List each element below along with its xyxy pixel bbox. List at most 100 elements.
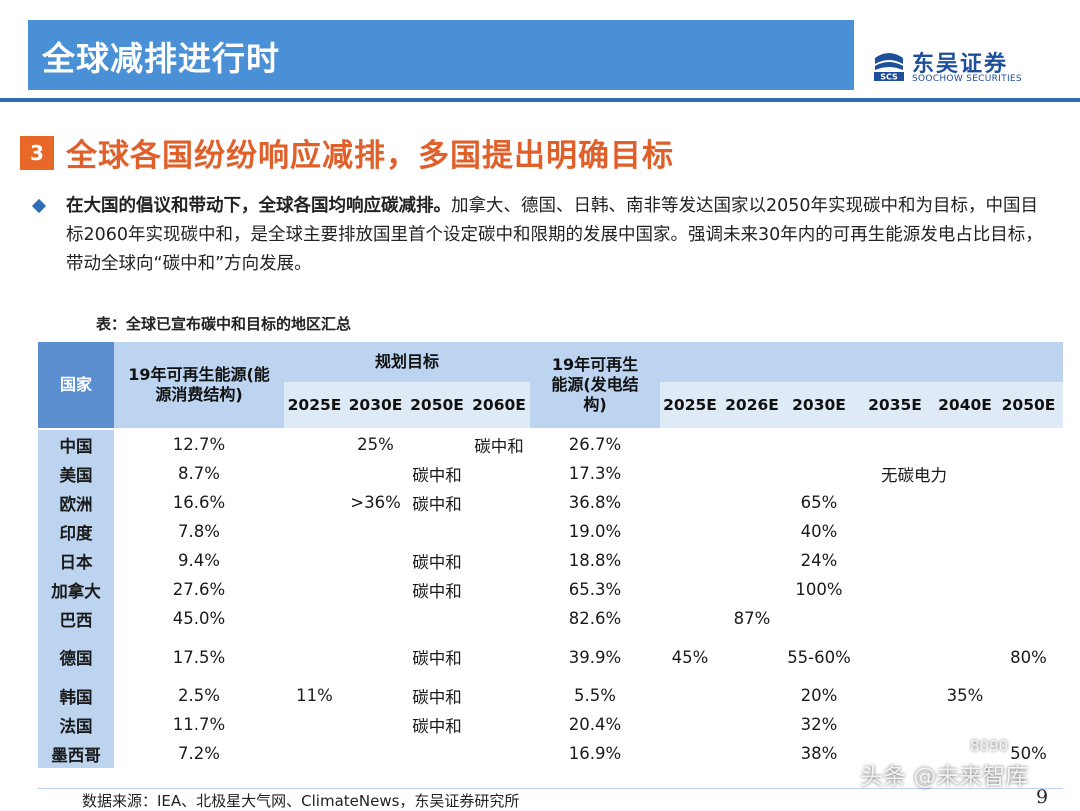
country-cell: 日本 [38,546,114,575]
value-cell: 50% [1010,744,1047,763]
value-cell: 9.4% [178,551,220,570]
value-cell [854,517,936,546]
value-cell: 碳中和 [412,465,462,485]
value-cell [345,633,406,681]
header-renew-power: 19年可再生能源(发电结构) [530,342,660,428]
value-cell [660,546,720,575]
page-number: 9 [1036,786,1049,808]
country-cell: 法国 [38,710,114,739]
value-cell [406,604,468,633]
value-cell: 38% [800,744,838,763]
value-cell [468,575,530,604]
value-cell [720,633,784,681]
value-cell [468,488,530,517]
value-cell: 5.5% [574,686,616,705]
value-cell: 12.7% [172,435,226,454]
value-cell: 40% [800,522,838,541]
header-power-2050: 2050E [994,382,1063,428]
country-cell: 加拿大 [38,575,114,604]
value-cell: 25% [357,435,394,454]
value-cell [660,604,720,633]
value-cell [345,710,406,739]
header-power-2030: 2030E [784,382,854,428]
header-divider [0,98,1080,102]
value-cell [468,459,530,488]
value-cell [854,546,936,575]
value-cell: 8.7% [178,464,220,483]
value-cell: 19.0% [568,522,622,541]
value-cell: 27.6% [172,580,226,599]
value-cell: 20.4% [568,715,622,734]
logo-en-text: SOOCHOW SECURITIES [912,74,1022,84]
value-cell [284,575,345,604]
value-cell [284,488,345,517]
value-cell [720,488,784,517]
country-cell: 印度 [38,517,114,546]
value-cell: 80% [1010,647,1047,667]
value-cell [284,430,345,459]
value-cell: 55-60% [787,647,851,667]
value-cell [936,488,994,517]
value-cell: 82.6% [568,609,622,628]
value-cell [284,546,345,575]
country-cell: 墨西哥 [38,739,114,768]
header-power-2025: 2025E [660,382,720,428]
table-row: 韩国 2.5% 11% 碳中和 5.5% 20% 35% [38,681,1063,710]
value-cell [994,575,1063,604]
value-cell: 65% [800,493,838,512]
value-cell: 20% [800,686,838,705]
value-cell: 2.5% [178,686,220,705]
value-cell [468,710,530,739]
country-cell: 欧洲 [38,488,114,517]
header-plan-2050: 2050E [406,382,468,428]
logo-cn-text: 东吴证券 [912,52,1009,77]
value-cell [936,604,994,633]
summary-paragraph: 在大国的倡议和带动下，全球各国均响应碳减排。加拿大、德国、日韩、南非等发达国家以… [66,192,1052,279]
value-cell [720,546,784,575]
value-cell [345,604,406,633]
value-cell: 碳中和 [412,494,462,514]
value-cell [468,681,530,710]
header-power-2035: 2035E [854,382,936,428]
value-cell [284,633,345,681]
value-cell [660,430,720,459]
value-cell: 11% [296,686,333,705]
value-cell [660,710,720,739]
value-cell: 39.9% [568,647,622,667]
value-cell: 36.8% [568,493,622,512]
table-row: 巴西 45.0% 82.6% 87% [38,604,1063,633]
value-cell [994,488,1063,517]
value-cell [345,546,406,575]
value-cell [854,681,936,710]
value-cell: 碳中和 [412,552,462,572]
value-cell [660,488,720,517]
value-cell: 45.0% [172,609,226,628]
value-cell: 11.7% [172,715,226,734]
value-cell [854,575,936,604]
table-row: 墨西哥 7.2% 16.9% 38% 50% [38,739,1063,768]
value-cell [936,459,994,488]
footer-divider [38,788,1063,789]
value-cell: 45% [671,647,709,667]
value-cell [854,633,936,681]
value-cell [720,681,784,710]
value-cell [994,459,1063,488]
value-cell [284,739,345,768]
value-cell: 7.2% [178,744,220,763]
value-cell [345,739,406,768]
watermark-secondary: 8090 [970,737,1009,755]
value-cell [936,575,994,604]
section-number-badge: 3 [20,136,54,170]
value-cell [660,739,720,768]
value-cell [660,517,720,546]
value-cell [994,430,1063,459]
value-cell [345,517,406,546]
value-cell [284,459,345,488]
value-cell [660,681,720,710]
value-cell: 碳中和 [412,581,462,601]
value-cell [994,681,1063,710]
value-cell [468,633,530,681]
header-plan-group: 规划目标 [284,342,530,382]
table-row: 加拿大 27.6% 碳中和 65.3% 100% [38,575,1063,604]
value-cell: 16.6% [172,493,226,512]
